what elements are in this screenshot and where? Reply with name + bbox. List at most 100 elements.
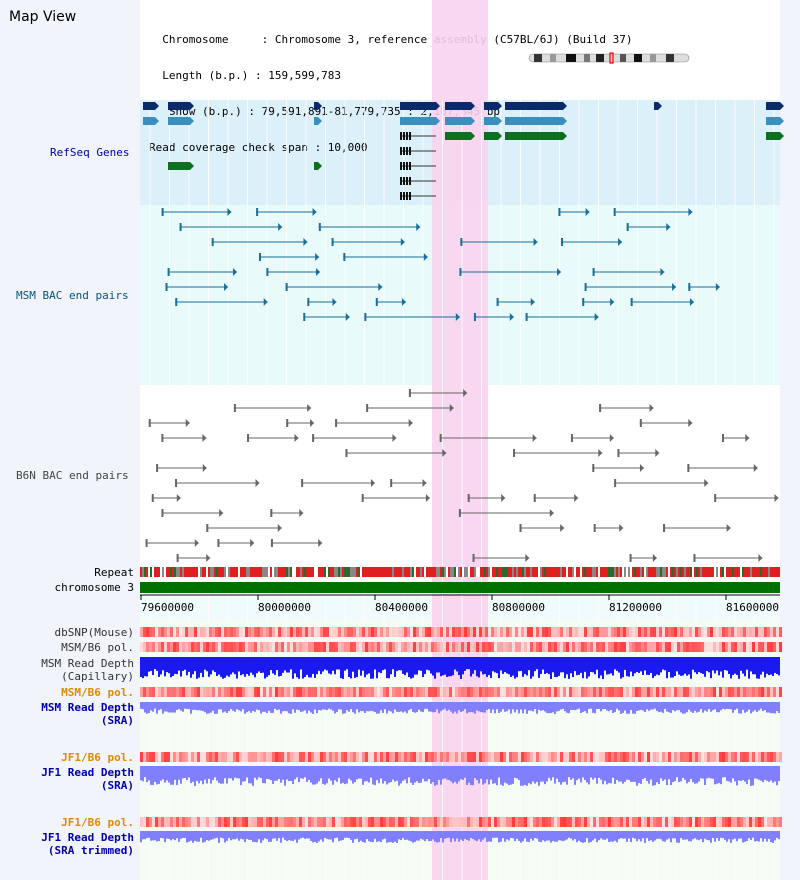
msm-bac-end: [165, 283, 168, 291]
track-label-chromosome[interactable]: chromosome 3: [54, 581, 134, 594]
jf1-depth-sra-bar: [600, 766, 602, 780]
jf1-b6-pol-strip: [767, 817, 770, 827]
msm-depth-cap-bar: [758, 657, 760, 679]
repeat-segment: [466, 567, 468, 577]
msm-depth-cap-bar: [520, 657, 522, 672]
jf1-depth-sra-bar: [332, 766, 334, 785]
track-label-dbsnp[interactable]: dbSNP(Mouse): [54, 626, 134, 639]
jf1-b6-pol-strip: [272, 817, 275, 827]
msm-depth-cap-bar: [326, 657, 328, 671]
msm-depth-cap-bar: [220, 657, 222, 677]
repeat-segment: [610, 567, 612, 577]
jf1-b6-pol-strip: [566, 817, 569, 827]
track-label-jf1-b6-pol-2[interactable]: JF1/B6 pol.: [61, 816, 134, 829]
msm-depth-cap-bar: [324, 657, 326, 670]
track-label-msm-read-depth-capillary[interactable]: MSM Read Depth (Capillary): [41, 657, 134, 683]
jf1-b6-pol-strip: [734, 817, 737, 827]
jf1-b6-pol-strip: [341, 817, 344, 827]
track-label-b6n-bac[interactable]: B6N BAC end pairs: [16, 469, 129, 482]
repeat-segment: [470, 567, 472, 577]
track-label-msm-b6-pol-1[interactable]: MSM/B6 pol.: [61, 641, 134, 654]
jf1-b6-pol-strip: [353, 752, 356, 762]
msm-b6-pol-strip: [698, 642, 701, 652]
gene-arrow: [471, 117, 475, 125]
jf1-b6-pol-strip: [395, 752, 398, 762]
jf1-depth-sra-bar: [464, 766, 466, 778]
msm-b6-pol-strip: [428, 642, 431, 652]
msm-depth-cap-bar: [150, 657, 152, 671]
msm-b6-pol-strip: [380, 642, 383, 652]
msm-depth-cap-bar: [360, 657, 362, 676]
msm-b6-pol-strip: [743, 642, 746, 652]
repeat-segment: [738, 567, 740, 577]
track-label-msm-b6-pol-2[interactable]: MSM/B6 pol.: [61, 686, 134, 699]
jf1-depth-trimmed-bar: [442, 831, 444, 843]
msm-b6-pol-strip: [173, 687, 176, 697]
jf1-b6-pol-strip: [365, 752, 368, 762]
msm-bac-end: [688, 208, 693, 216]
msm-b6-pol-strip: [341, 642, 344, 652]
b6n-bac-end: [247, 434, 250, 442]
repeat-segment: [750, 567, 752, 577]
jf1-depth-sra-bar: [176, 766, 178, 786]
jf1-depth-trimmed-bar: [484, 831, 486, 838]
jf1-depth-trimmed-bar: [202, 831, 204, 843]
dbsnp-strip: [539, 627, 542, 637]
b6n-bac-end: [574, 494, 579, 502]
msm-bac-end: [278, 223, 283, 231]
jf1-b6-pol-strip: [644, 752, 647, 762]
jf1-depth-trimmed-bar: [296, 831, 298, 843]
msm-depth-sra-bar: [760, 702, 762, 709]
jf1-depth-sra-bar: [302, 766, 304, 779]
jf1-b6-pol-strip: [296, 752, 299, 762]
track-label-jf1-read-depth-trimmed[interactable]: JF1 Read Depth (SRA trimmed): [41, 831, 134, 857]
jf1-depth-trimmed-bar: [536, 831, 538, 839]
msm-depth-cap-bar: [688, 657, 690, 675]
jf1-depth-sra-bar: [442, 766, 444, 780]
jf1-depth-sra-bar: [664, 766, 666, 780]
msm-b6-pol-strip: [779, 687, 782, 697]
jf1-b6-pol-strip: [218, 817, 221, 827]
track-label-repeat[interactable]: Repeat: [94, 566, 134, 579]
msm-depth-cap-bar: [376, 657, 378, 679]
msm-depth-cap-bar: [234, 657, 236, 675]
msm-b6-pol-strip: [209, 642, 212, 652]
msm-depth-cap-bar: [266, 657, 268, 677]
dbsnp-strip: [167, 627, 170, 637]
msm-b6-pol-strip: [500, 642, 503, 652]
jf1-depth-trimmed-bar: [472, 831, 474, 840]
jf1-depth-trimmed-bar: [574, 831, 576, 840]
jf1-b6-pol-strip: [701, 817, 704, 827]
track-label-msm-bac[interactable]: MSM BAC end pairs: [16, 289, 129, 302]
dbsnp-strip: [431, 627, 434, 637]
msm-depth-cap-bar: [426, 657, 428, 670]
jf1-depth-trimmed-bar: [246, 831, 248, 839]
jf1-depth-sra-bar: [254, 766, 256, 778]
msm-b6-pol-strip: [479, 642, 482, 652]
msm-depth-cap-bar: [154, 657, 156, 670]
msm-b6-pol-strip: [173, 642, 176, 652]
chromosome-ideogram-icon[interactable]: [528, 52, 690, 64]
msm-b6-pol-strip: [737, 687, 740, 697]
jf1-depth-sra-bar: [458, 766, 460, 782]
repeat-segment: [262, 567, 264, 577]
msm-b6-pol-strip: [218, 687, 221, 697]
msm-depth-sra-bar: [292, 702, 294, 710]
repeat-segment: [498, 567, 500, 577]
track-label-refseq[interactable]: RefSeq Genes: [50, 146, 130, 159]
jf1-b6-pol-strip: [347, 817, 350, 827]
jf1-b6-pol-strip: [269, 752, 272, 762]
gene-arrow: [498, 132, 502, 140]
repeat-segment: [748, 567, 750, 577]
track-label-jf1-b6-pol-1[interactable]: JF1/B6 pol.: [61, 751, 134, 764]
track-label-msm-read-depth-sra[interactable]: MSM Read Depth (SRA): [41, 701, 134, 727]
repeat-segment: [720, 567, 722, 577]
track-label-jf1-read-depth-sra[interactable]: JF1 Read Depth (SRA): [41, 766, 134, 792]
msm-b6-pol-strip: [581, 687, 584, 697]
jf1-b6-pol-strip: [299, 817, 302, 827]
repeat-segment: [148, 567, 150, 577]
jf1-b6-pol-strip: [497, 752, 500, 762]
jf1-depth-trimmed-bar: [714, 831, 716, 842]
jf1-depth-trimmed-bar: [358, 831, 360, 842]
